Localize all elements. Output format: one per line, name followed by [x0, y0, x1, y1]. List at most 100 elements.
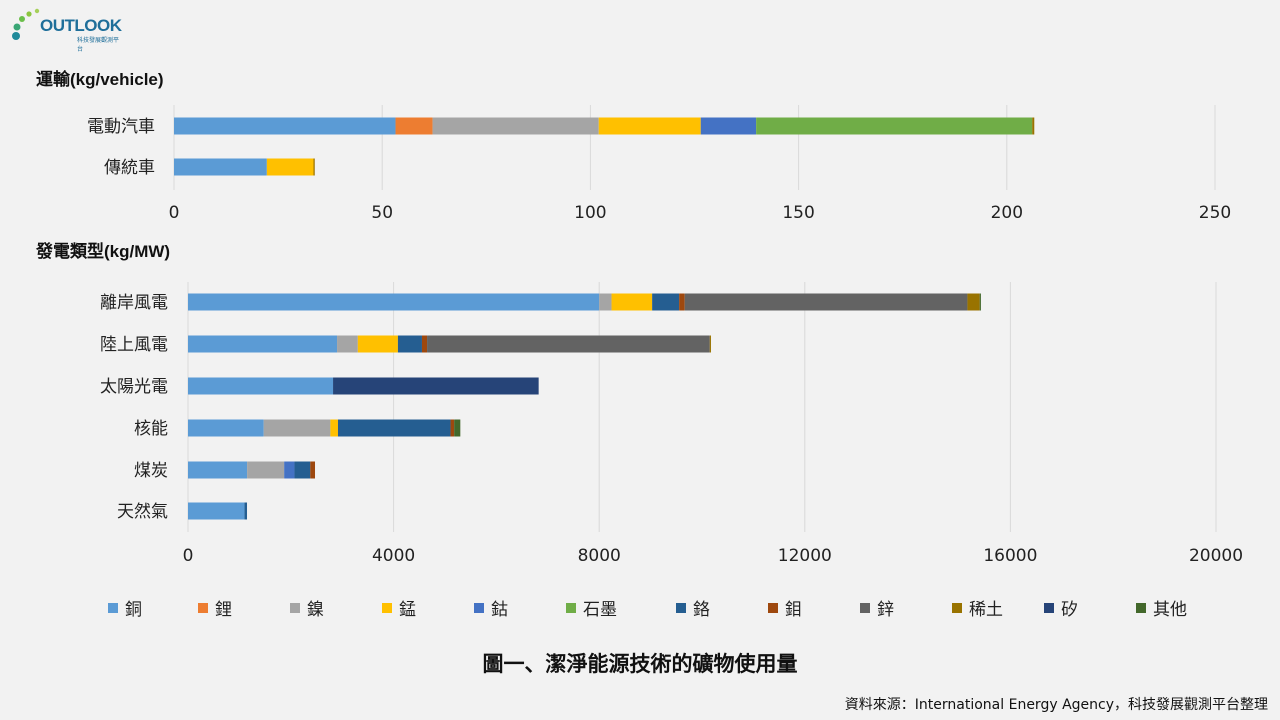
bar-segment-其他 — [454, 419, 461, 437]
legend-label: 銅 — [125, 600, 142, 620]
bar-segment-鈷 — [700, 117, 757, 135]
legend-label: 鈷 — [491, 600, 508, 620]
legend-item: 其他 — [1136, 600, 1187, 620]
bar-segment-錳 — [266, 158, 314, 176]
legend-swatch — [382, 603, 392, 613]
bar-segment-稀土 — [1032, 117, 1035, 135]
legend-item: 銅 — [108, 600, 142, 620]
legend-swatch — [198, 603, 208, 613]
legend-swatch — [676, 603, 686, 613]
bar-segment-銅 — [188, 461, 248, 479]
legend-swatch — [768, 603, 778, 613]
legend-item: 鋰 — [198, 600, 232, 620]
bar-segment-其他 — [979, 293, 981, 311]
legend-item: 矽 — [1044, 600, 1078, 620]
legend-label: 鎳 — [307, 600, 324, 620]
legend-label: 錳 — [399, 600, 416, 620]
x-tick-label: 8000 — [578, 546, 621, 566]
bar-segment-鉻 — [397, 335, 422, 353]
legend-item: 鋅 — [860, 600, 894, 620]
bar-segment-鎳 — [247, 461, 285, 479]
legend-item: 鉬 — [768, 600, 802, 620]
legend-swatch — [1136, 603, 1146, 613]
legend-label: 鉬 — [785, 600, 802, 620]
x-tick-label: 0 — [169, 203, 180, 223]
legend-item: 鎳 — [290, 600, 324, 620]
bar-segment-鎳 — [263, 419, 331, 437]
category-label: 離岸風電 — [100, 293, 168, 313]
category-label: 電動汽車 — [87, 117, 155, 137]
bar-segment-銅 — [188, 502, 245, 520]
legend-item: 石墨 — [566, 600, 617, 620]
bar-segment-銅 — [174, 117, 396, 135]
bar-segment-錳 — [357, 335, 398, 353]
category-label: 煤炭 — [134, 461, 168, 481]
x-tick-label: 200 — [991, 203, 1023, 223]
legend-swatch — [566, 603, 576, 613]
transport-chart-title: 運輸(kg/vehicle) — [36, 70, 164, 89]
x-tick-label: 100 — [574, 203, 606, 223]
x-tick-label: 250 — [1199, 203, 1231, 223]
legend-swatch — [860, 603, 870, 613]
legend-label: 鋰 — [215, 600, 232, 620]
category-label: 太陽光電 — [100, 377, 168, 397]
bar-segment-鉻 — [244, 502, 248, 520]
power-chart-title: 發電類型(kg/MW) — [36, 242, 171, 261]
bar-segment-銅 — [188, 377, 334, 395]
bar-segment-鉬 — [679, 293, 685, 311]
logo-subtitle: 科技發展觀測平台 — [77, 37, 120, 53]
bar-segment-稀土 — [709, 335, 711, 353]
bar-segment-鎳 — [432, 117, 599, 135]
legend-item: 錳 — [382, 600, 416, 620]
x-tick-label: 12000 — [778, 546, 832, 566]
legend-label: 石墨 — [583, 600, 617, 620]
category-label: 傳統車 — [104, 158, 155, 178]
legend-swatch — [1044, 603, 1054, 613]
bar-segment-鉻 — [337, 419, 451, 437]
category-label: 天然氣 — [117, 502, 168, 522]
bar-segment-稀土 — [967, 293, 980, 311]
x-tick-label: 150 — [782, 203, 814, 223]
bar-segment-錳 — [598, 117, 701, 135]
x-tick-label: 20000 — [1189, 546, 1243, 566]
legend-label: 鉻 — [693, 600, 710, 620]
bar-segment-鉬 — [310, 461, 316, 479]
bar-segment-石墨 — [756, 117, 1033, 135]
bar-segment-錳 — [330, 419, 338, 437]
legend-item: 鈷 — [474, 600, 508, 620]
bar-segment-鈷 — [284, 461, 295, 479]
bar-segment-鉬 — [421, 335, 428, 353]
bar-segment-銅 — [188, 419, 264, 437]
logo-dots-icon — [12, 8, 40, 40]
bar-segment-鋅 — [684, 293, 968, 311]
bar-segment-鉻 — [652, 293, 680, 311]
legend-item: 鉻 — [676, 600, 710, 620]
legend-label: 稀土 — [969, 600, 1003, 620]
legend-label: 鋅 — [877, 600, 894, 620]
source-note: 資料來源：International Energy Agency，科技發展觀測平… — [844, 697, 1268, 713]
category-label: 核能 — [134, 419, 168, 439]
bar-segment-鎳 — [599, 293, 612, 311]
x-tick-label: 0 — [183, 546, 194, 566]
bar-segment-鉬 — [450, 419, 455, 437]
category-label: 陸上風電 — [100, 335, 168, 355]
bar-segment-鋅 — [427, 335, 710, 353]
bar-segment-稀土 — [313, 158, 315, 176]
figure-caption: 圖一、潔淨能源技術的礦物使用量 — [482, 652, 798, 676]
bar-segment-錳 — [611, 293, 653, 311]
logo-text: OUTLOOK — [40, 16, 122, 35]
bar-segment-鉻 — [294, 461, 311, 479]
legend-swatch — [290, 603, 300, 613]
bar-segment-銅 — [174, 158, 267, 176]
legend-label: 矽 — [1061, 600, 1078, 620]
bar-segment-銅 — [188, 293, 600, 311]
bar-segment-鋰 — [395, 117, 433, 135]
x-tick-label: 50 — [371, 203, 393, 223]
legend-swatch — [474, 603, 484, 613]
legend-swatch — [108, 603, 118, 613]
legend-label: 其他 — [1153, 600, 1187, 620]
outlook-logo: OUTLOOK 科技發展觀測平台 — [10, 6, 122, 53]
legend-item: 稀土 — [952, 600, 1003, 620]
x-tick-label: 4000 — [372, 546, 415, 566]
